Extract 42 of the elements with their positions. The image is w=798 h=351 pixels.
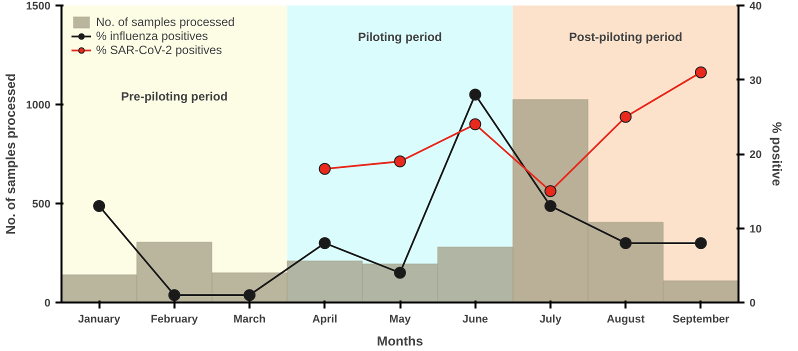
x-tick-label: January (78, 314, 122, 326)
x-tick-label: April (312, 314, 338, 326)
y2-tick-label: 0 (750, 298, 756, 310)
x-tick-label: September (672, 314, 730, 326)
point (318, 237, 331, 250)
band-label: Piloting period (358, 30, 442, 44)
band-label: Pre-piloting period (121, 90, 228, 104)
point (394, 155, 406, 168)
legend-label: No. of samples processed (96, 15, 235, 29)
y2-axis-title: % positive (770, 122, 785, 186)
legend-label: % SAR-CoV-2 positives (96, 43, 222, 57)
point (620, 110, 632, 123)
point (620, 237, 632, 250)
y2-tick-label: 20 (750, 149, 762, 161)
point (168, 289, 180, 302)
y2-tick-label: 10 (750, 223, 762, 236)
x-tick-label: August (606, 314, 645, 326)
x-axis-title: Months (376, 334, 424, 348)
legend-label: % influenza positives (96, 29, 208, 43)
y-axis-title: No. of samples processed (3, 73, 18, 235)
point (394, 266, 406, 279)
y-tick-label: 500 (32, 198, 51, 210)
y2-tick-label: 30 (750, 74, 762, 87)
point (244, 289, 256, 302)
band-label: Post-piloting period (569, 30, 682, 44)
x-tick-label: March (233, 314, 266, 326)
point (318, 162, 331, 175)
y-tick-label: 1500 (26, 0, 51, 12)
point (469, 118, 482, 130)
x-tick-label: February (150, 314, 199, 326)
point (469, 88, 482, 101)
y-tick-label: 1000 (26, 100, 51, 112)
point (694, 66, 707, 78)
point (544, 200, 556, 212)
x-tick-label: May (389, 314, 412, 326)
y2-tick-label: 40 (750, 0, 762, 12)
point (93, 200, 106, 212)
point (694, 237, 707, 250)
x-tick-label: June (462, 314, 488, 326)
x-tick-label: July (539, 314, 562, 326)
y-tick-label: 0 (44, 298, 51, 310)
point (544, 185, 556, 198)
